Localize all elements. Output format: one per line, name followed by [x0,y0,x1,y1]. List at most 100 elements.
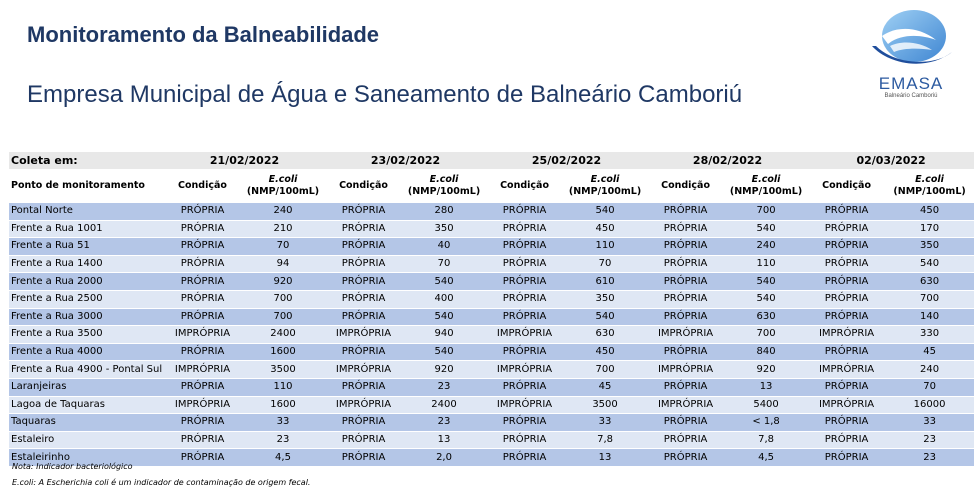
condition-cell: PRÓPRIA [325,413,403,432]
ecoli-value-cell: 610 [563,272,648,291]
condition-column-header: Condição [339,179,388,191]
table-row: Frente a Rua 2000 PRÓPRIA 920 PRÓPRIA 540 PRÓ… [9,272,975,291]
table-row: Frente a Rua 4000 PRÓPRIA 1600 PRÓPRIA 540 PR… [9,342,975,361]
coleta-label: Coleta em: [9,152,164,169]
ecoli-value-cell: 540 [563,202,648,221]
condition-cell: PRÓPRIA [486,202,564,221]
ecoli-value-cell: 70 [563,254,648,273]
table-row: Frente a Rua 1001 PRÓPRIA 210 PRÓPRIA 350 PRÓ… [9,219,975,238]
ecoli-label: E.coli [751,173,781,185]
condition-cell: PRÓPRIA [164,237,241,256]
ecoli-value-cell: 70 [402,254,487,273]
date-header: 21/02/2022 [164,152,326,169]
ecoli-value-cell: 2400 [241,325,326,344]
condition-cell: PRÓPRIA [647,272,725,291]
monitoring-point: Laranjeiras [9,377,164,397]
condition-cell: PRÓPRIA [808,377,886,397]
condition-cell: PRÓPRIA [647,289,725,309]
condition-column-header: Condição [178,179,227,191]
ecoli-value-cell: 110 [563,237,648,256]
ecoli-value-cell: 940 [402,325,487,344]
note-bacteriological: Nota: Indicador bacteriológico [12,462,133,471]
ecoli-value-cell: 70 [241,237,326,256]
condition-cell: PRÓPRIA [164,413,241,432]
ecoli-value-cell: 33 [885,413,975,432]
ecoli-value-cell: 4,5 [241,448,326,466]
column-header-row: Ponto de monitoramento Condição E.coli (NM… [9,169,974,203]
ecoli-value-cell: 350 [402,219,487,238]
ecoli-value-cell: 700 [241,307,326,326]
condition-cell: PRÓPRIA [647,219,725,238]
ecoli-label: E.coli [429,173,459,185]
ecoli-value-cell: 920 [241,272,326,291]
ecoli-label: E.coli [915,173,944,185]
monitoring-point: Frente a Rua 1001 [9,219,164,238]
condition-cell: PRÓPRIA [647,377,725,397]
condition-cell: PRÓPRIA [647,430,725,449]
note-ecoli: E.coli: A Escherichia coli é um indicado… [12,478,311,487]
table-row: Estaleiro PRÓPRIA 23 PRÓPRIA 13 PRÓPRIA 7,8 PRÓ… [9,430,975,449]
ecoli-unit-label: (NMP/100mL) [407,185,481,197]
condition-cell: PRÓPRIA [808,342,886,361]
condition-cell: IMPRÓPRIA [486,395,564,414]
monitoring-point: Pontal Norte [9,202,164,221]
ecoli-value-cell: 700 [241,289,326,309]
monitoring-point: Frente a Rua 4000 [9,342,164,361]
condition-cell: PRÓPRIA [164,342,241,361]
ecoli-unit-label: (NMP/100mL) [568,185,642,197]
ecoli-value-cell: 210 [241,219,326,238]
condition-cell: PRÓPRIA [164,430,241,449]
ecoli-value-cell: 540 [724,219,809,238]
condition-cell: PRÓPRIA [164,254,241,273]
ecoli-value-cell: 540 [402,342,487,361]
table-row: Frente a Rua 4900 - Pontal Sul IMPRÓPRIA 3… [9,360,975,379]
condition-cell: PRÓPRIA [647,342,725,361]
condition-cell: PRÓPRIA [808,272,886,291]
condition-cell: PRÓPRIA [486,448,564,466]
condition-cell: PRÓPRIA [486,219,564,238]
ecoli-unit-label: (NMP/100mL) [729,185,803,197]
ecoli-value-cell: 700 [885,289,975,309]
ecoli-value-cell: 13 [724,377,809,397]
emasa-logo: EMASA Balneário Camboriú [866,6,956,100]
condition-cell: PRÓPRIA [808,289,886,309]
condition-cell: IMPRÓPRIA [325,395,403,414]
ecoli-value-cell: 350 [885,237,975,256]
ecoli-column-header: E.coli (NMP/100mL) [241,169,325,203]
condition-cell: PRÓPRIA [325,307,403,326]
condition-column-header: Condição [500,179,549,191]
condition-cell: PRÓPRIA [486,413,564,432]
ecoli-value-cell: 16000 [885,395,975,414]
table-row: Pontal Norte PRÓPRIA 240 PRÓPRIA 280 PRÓPRIA 5… [9,202,975,221]
page-subtitle: Empresa Municipal de Água e Saneamento d… [27,81,743,108]
condition-cell: PRÓPRIA [647,237,725,256]
condition-cell: PRÓPRIA [486,377,564,397]
ecoli-value-cell: 1600 [241,342,326,361]
ecoli-value-cell: 110 [724,254,809,273]
logo-wordmark: EMASA [878,74,944,93]
ecoli-value-cell: 7,8 [724,430,809,449]
condition-cell: IMPRÓPRIA [164,360,241,379]
condition-cell: PRÓPRIA [647,448,725,466]
condition-column-header: Condição [661,179,710,191]
ecoli-value-cell: 700 [724,325,809,344]
condition-cell: PRÓPRIA [808,202,886,221]
condition-cell: PRÓPRIA [325,448,403,466]
table-row: Frente a Rua 2500 PRÓPRIA 700 PRÓPRIA 400 PRÓ… [9,289,975,309]
ecoli-value-cell: 280 [402,202,487,221]
condition-cell: IMPRÓPRIA [647,395,725,414]
condition-cell: PRÓPRIA [808,307,886,326]
ecoli-value-cell: 920 [724,360,809,379]
monitoring-point: Estaleiro [9,430,164,449]
ecoli-unit-label: (NMP/100mL) [246,185,320,197]
ecoli-value-cell: 330 [885,325,975,344]
condition-cell: PRÓPRIA [808,448,886,466]
monitoring-point: Frente a Rua 2000 [9,272,164,291]
condition-cell: PRÓPRIA [486,289,564,309]
ecoli-column-header: E.coli (NMP/100mL) [402,169,486,203]
date-header: 25/02/2022 [486,152,648,169]
ecoli-value-cell: 630 [563,325,648,344]
monitoring-point: Frente a Rua 51 [9,237,164,256]
condition-cell: PRÓPRIA [808,219,886,238]
ecoli-value-cell: 170 [885,219,975,238]
